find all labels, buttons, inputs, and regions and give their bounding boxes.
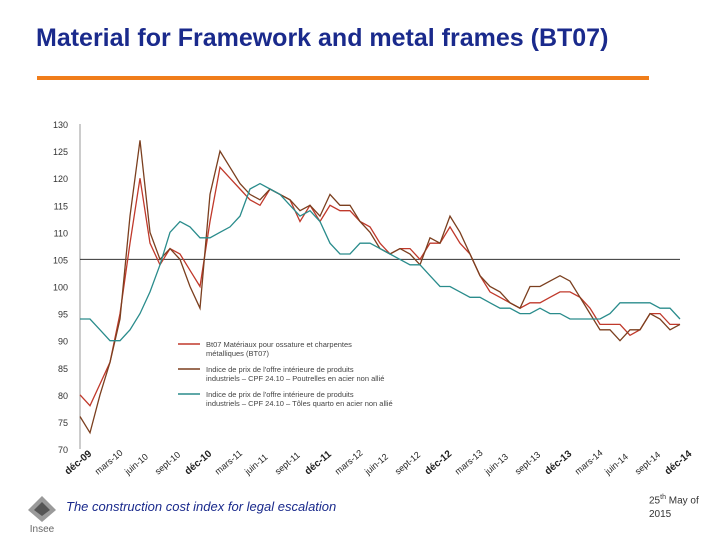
series-line-girders <box>79 140 681 435</box>
series-line-plates <box>80 182 681 342</box>
logo-text: Insee <box>30 524 55 535</box>
y-tick-label: 75 <box>58 418 68 428</box>
x-tick-label: déc-14 <box>663 448 695 477</box>
x-tick-label: juin-11 <box>242 452 269 477</box>
x-tick-label: mars-12 <box>333 448 365 477</box>
page-title: Material for Framework and metal frames … <box>36 24 609 52</box>
x-tick-label: déc-10 <box>183 448 215 477</box>
legend-label: Indice de prix de l'offre intérieure de … <box>206 390 354 399</box>
x-tick-label: déc-11 <box>303 449 334 478</box>
legend-label: industriels – CPF 24.10 – Tôles quarto e… <box>206 399 393 408</box>
y-tick-label: 105 <box>53 255 68 265</box>
x-tick-label: juin-13 <box>482 451 510 477</box>
x-tick-label: juin-10 <box>122 451 150 477</box>
series-line-bt07 <box>79 165 680 407</box>
legend-label: industriels – CPF 24.10 – Poutrelles en … <box>206 374 384 383</box>
y-tick-label: 80 <box>58 391 68 401</box>
x-tick-label: mars-10 <box>93 448 125 477</box>
legend-label: Bt07 Matériaux pour ossature et charpent… <box>206 340 352 349</box>
x-tick-label: déc-13 <box>543 448 575 477</box>
y-tick-label: 120 <box>53 174 68 184</box>
x-tick-label: sept-14 <box>633 450 662 477</box>
line-chart: 707580859095100105110115120125130déc-09m… <box>53 120 695 478</box>
x-tick-label: juin-14 <box>602 451 630 477</box>
x-tick-label: juin-12 <box>362 451 390 477</box>
x-tick-label: mars-11 <box>213 448 244 476</box>
y-tick-label: 90 <box>58 337 68 347</box>
y-tick-label: 100 <box>53 283 68 293</box>
legend-label: Indice de prix de l'offre intérieure de … <box>206 365 354 374</box>
x-tick-label: mars-13 <box>453 448 485 477</box>
x-tick-label: mars-14 <box>573 448 605 477</box>
x-tick-label: sept-10 <box>153 450 182 477</box>
legend-label: métalliques (BT07) <box>206 349 269 358</box>
y-tick-label: 70 <box>58 445 68 455</box>
footer-caption: The construction cost index for legal es… <box>66 499 337 514</box>
insee-logo: Insee <box>28 496 56 535</box>
y-tick-label: 85 <box>58 364 68 374</box>
footer-date: 25th May of 2015 <box>649 494 699 521</box>
y-tick-label: 130 <box>53 120 68 130</box>
x-tick-label: sept-12 <box>393 450 422 477</box>
y-tick-label: 110 <box>54 228 68 238</box>
x-tick-label: sept-13 <box>513 450 542 477</box>
y-tick-label: 95 <box>58 310 68 320</box>
x-tick-label: sept-11 <box>273 450 302 477</box>
y-tick-label: 125 <box>53 147 68 157</box>
title-underline <box>37 76 649 80</box>
x-tick-label: déc-12 <box>423 448 455 477</box>
y-tick-label: 115 <box>54 201 68 211</box>
